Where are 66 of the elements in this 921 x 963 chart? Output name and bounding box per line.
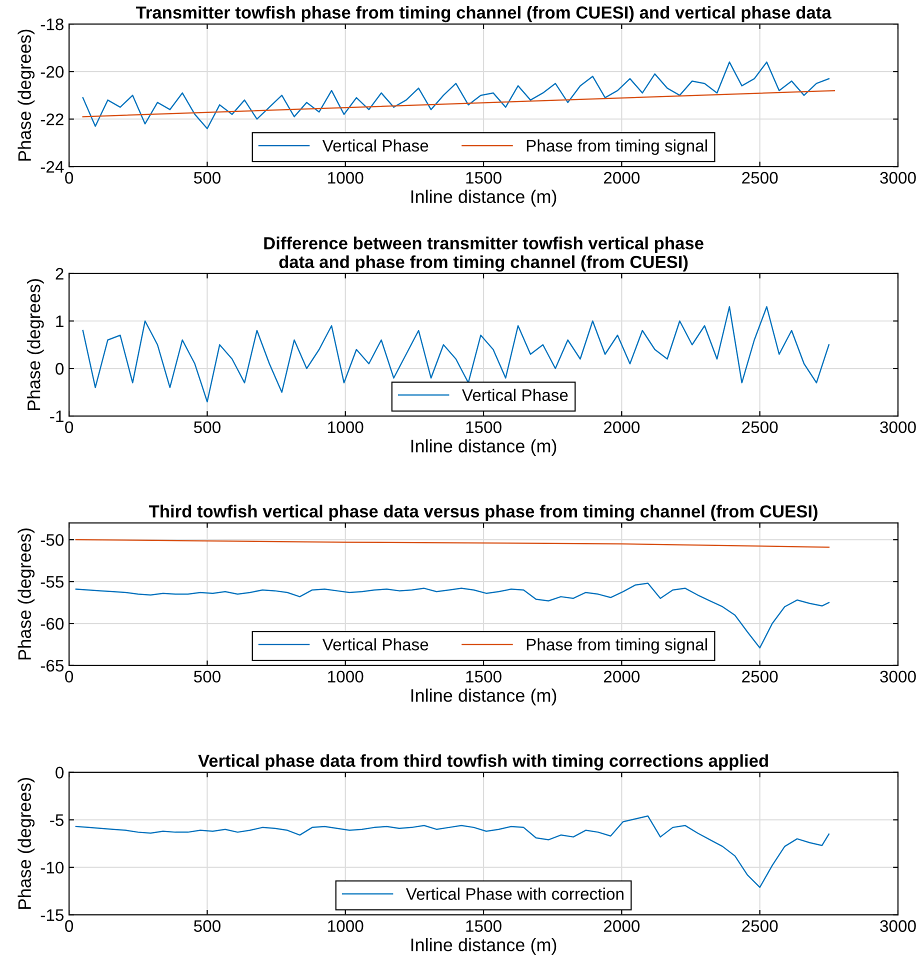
x-tick-label: 3000 [880, 920, 916, 932]
x-tick-label: 500 [194, 172, 220, 184]
x-tick-label: 0 [65, 670, 74, 683]
x-tick-label: 2000 [604, 670, 640, 683]
x-axis-title: Inline distance (m) [411, 439, 556, 456]
x-tick-label: 0 [65, 920, 74, 932]
legend-label: Phase from timing signal [526, 139, 707, 155]
x-tick-label: 1000 [328, 670, 364, 683]
x-tick-label: 2500 [742, 172, 778, 184]
x-tick-label: 3000 [880, 670, 916, 683]
x-tick-label: 0 [65, 172, 74, 184]
y-tick-label: 0 [56, 362, 64, 375]
chart-title: Third towfish vertical phase data versus phase from timing channel (from CUESI) [148, 504, 818, 522]
x-axis-title: Inline distance (m) [411, 688, 556, 706]
x-tick-label: 1000 [328, 172, 364, 184]
x-tick-label: 3000 [880, 421, 916, 434]
x-tick-label: 1000 [328, 920, 364, 932]
x-tick-label: 1500 [466, 172, 502, 184]
y-tick-label: -1 [50, 410, 64, 422]
x-tick-label: 1500 [466, 670, 502, 683]
x-tick-label: 1500 [466, 920, 502, 932]
y-axis-title: Phase (degrees) [27, 279, 44, 410]
y-tick-label: -55 [40, 576, 64, 588]
y-axis-title: Phase (degrees) [18, 30, 35, 161]
x-tick-label: 2500 [742, 670, 778, 683]
line-series [75, 539, 830, 548]
legend-label: Phase from timing signal [526, 638, 707, 654]
chart-title: Difference between transmitter towfish vertical phase data and phase from timing channel (from CUESI) [264, 236, 704, 272]
line-series [82, 61, 830, 130]
y-tick-label: -10 [40, 862, 64, 874]
y-axis-title: Phase (degrees) [18, 778, 35, 909]
line-series [82, 306, 830, 402]
line-series [75, 815, 830, 888]
legend-label: Vertical Phase [322, 638, 428, 650]
y-tick-label: 2 [56, 268, 64, 280]
x-tick-label: 2000 [604, 920, 640, 932]
y-tick-label: -5 [50, 814, 64, 826]
x-tick-label: 500 [194, 421, 220, 434]
y-tick-label: -50 [40, 534, 64, 546]
y-tick-label: -15 [40, 909, 64, 922]
y-tick-label: 0 [56, 766, 64, 779]
y-axis-title: Phase (degrees) [18, 528, 35, 660]
x-tick-label: 1500 [466, 421, 502, 434]
x-tick-label: 0 [65, 421, 74, 434]
x-tick-label: 3000 [880, 172, 916, 184]
y-tick-label: -18 [40, 18, 64, 30]
x-tick-label: 2500 [742, 920, 778, 932]
x-tick-label: 2000 [604, 421, 640, 434]
legend-label: Vertical Phase with correction [406, 888, 624, 900]
y-tick-label: -20 [40, 66, 64, 78]
chart-title: Transmitter towfish phase from timing channel (from CUESI) and vertical phase data [136, 6, 832, 22]
x-axis-title: Inline distance (m) [411, 938, 556, 955]
x-tick-label: 2000 [604, 172, 640, 184]
x-tick-label: 2500 [742, 421, 778, 434]
y-tick-label: -60 [40, 618, 64, 630]
y-tick-label: -65 [40, 660, 64, 672]
legend-label: Vertical Phase [322, 139, 428, 152]
x-tick-label: 1000 [328, 421, 364, 434]
y-tick-label: 1 [56, 316, 64, 328]
x-tick-label: 500 [194, 920, 220, 932]
chart-title: Vertical phase data from third towfish with timing corrections applied [198, 754, 768, 770]
x-tick-label: 500 [194, 670, 220, 683]
x-axis-title: Inline distance (m) [411, 190, 556, 207]
legend-label: Vertical Phase [462, 388, 568, 402]
y-tick-label: -24 [40, 161, 64, 173]
y-tick-label: -22 [40, 113, 64, 126]
